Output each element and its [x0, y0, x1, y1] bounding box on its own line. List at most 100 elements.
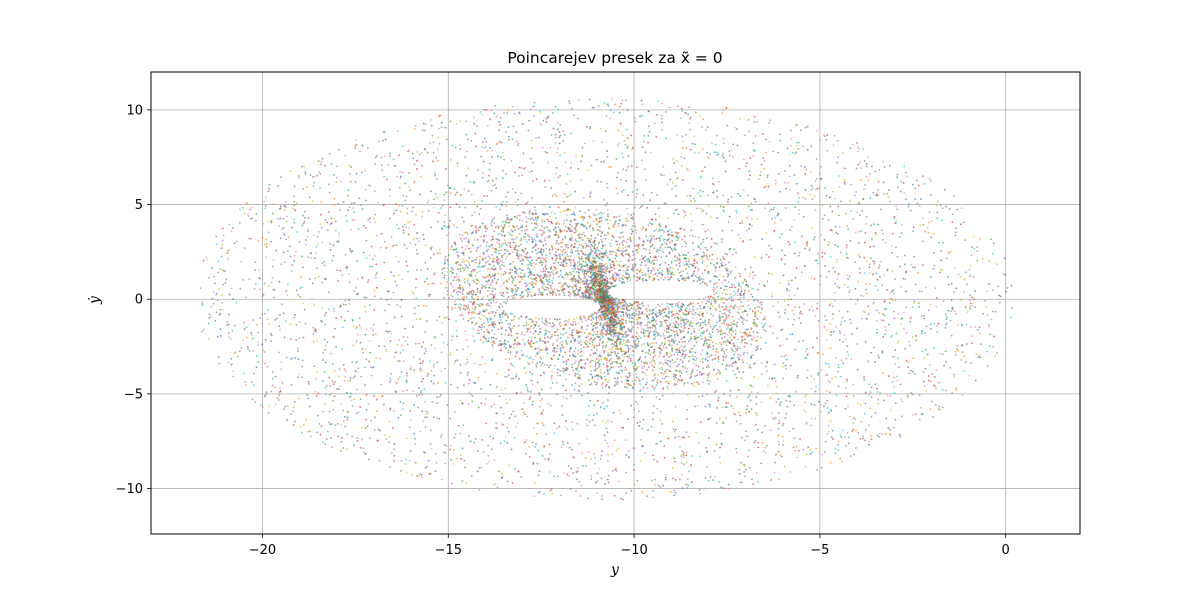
scatter-point: [604, 275, 607, 278]
scatter-point: [717, 360, 720, 363]
scatter-point: [509, 312, 512, 315]
scatter-point: [277, 218, 280, 220]
scatter-point: [483, 137, 486, 140]
scatter-point: [685, 147, 688, 150]
scatter-point: [647, 135, 650, 137]
scatter-point: [734, 276, 736, 279]
scatter-point: [874, 284, 877, 287]
scatter-point: [491, 344, 494, 346]
scatter-point: [965, 283, 968, 286]
scatter-point: [450, 275, 453, 278]
scatter-point: [418, 193, 421, 196]
scatter-point: [873, 245, 876, 248]
scatter-point: [748, 275, 751, 277]
scatter-point: [566, 368, 569, 371]
scatter-point: [622, 264, 625, 267]
scatter-point: [840, 321, 843, 323]
scatter-point: [495, 205, 498, 208]
scatter-point: [301, 214, 304, 217]
scatter-point: [350, 250, 352, 253]
scatter-point: [251, 398, 254, 401]
scatter-point: [547, 229, 550, 232]
scatter-point: [425, 123, 427, 126]
scatter-point: [222, 234, 225, 237]
scatter-point: [645, 248, 648, 251]
scatter-point: [523, 334, 526, 336]
scatter-point: [523, 402, 526, 404]
scatter-point: [757, 481, 759, 483]
scatter-point: [518, 378, 521, 380]
scatter-point: [586, 335, 589, 338]
scatter-point: [282, 408, 285, 411]
scatter-point: [475, 322, 478, 324]
scatter-point: [255, 366, 258, 369]
scatter-point: [717, 397, 720, 400]
scatter-point: [537, 491, 540, 494]
scatter-point: [659, 486, 662, 488]
scatter-point: [474, 306, 477, 308]
scatter-point: [425, 305, 428, 308]
scatter-point: [685, 451, 688, 454]
scatter-point: [439, 252, 441, 255]
scatter-point: [475, 145, 478, 148]
scatter-point: [719, 461, 722, 464]
scatter-point: [722, 255, 725, 258]
scatter-point: [483, 108, 486, 111]
scatter-point: [415, 278, 418, 281]
scatter-point: [691, 312, 693, 315]
scatter-point: [532, 327, 535, 329]
scatter-point: [595, 333, 597, 336]
scatter-point: [313, 257, 316, 259]
scatter-point: [404, 340, 407, 343]
scatter-point: [664, 478, 667, 481]
scatter-point: [649, 255, 652, 258]
scatter-point: [207, 276, 210, 279]
scatter-point: [289, 255, 292, 258]
scatter-point: [572, 321, 575, 323]
scatter-point: [399, 306, 402, 308]
scatter-point: [484, 257, 487, 259]
scatter-point: [251, 337, 254, 340]
scatter-point: [607, 445, 610, 448]
scatter-point: [665, 352, 668, 354]
scatter-point: [328, 376, 331, 379]
scatter-point: [680, 462, 683, 465]
scatter-point: [570, 107, 573, 110]
scatter-point: [588, 297, 591, 300]
scatter-point: [498, 244, 501, 247]
scatter-point: [707, 479, 710, 482]
scatter-point: [201, 304, 204, 306]
scatter-point: [593, 381, 596, 383]
scatter-point: [625, 330, 628, 333]
scatter-point: [1009, 316, 1012, 319]
scatter-point: [567, 209, 570, 211]
scatter-point: [509, 246, 512, 249]
scatter-point: [588, 260, 591, 263]
scatter-point: [856, 211, 859, 214]
scatter-point: [247, 213, 249, 215]
scatter-point: [770, 272, 773, 275]
scatter-point: [358, 324, 361, 327]
scatter-point: [541, 362, 544, 365]
scatter-point: [671, 267, 674, 270]
scatter-point: [900, 180, 903, 183]
scatter-point: [712, 358, 715, 360]
scatter-point: [676, 239, 679, 242]
scatter-point: [500, 285, 502, 288]
scatter-point: [490, 239, 493, 242]
scatter-point: [292, 424, 295, 426]
scatter-point: [731, 365, 734, 368]
scatter-point: [812, 186, 814, 189]
scatter-point: [726, 268, 729, 270]
scatter-point: [594, 456, 597, 459]
scatter-point: [764, 315, 766, 318]
scatter-point: [400, 459, 403, 462]
scatter-point: [463, 459, 466, 462]
scatter-point: [338, 232, 340, 235]
scatter-point: [650, 479, 653, 482]
scatter-point: [612, 263, 615, 266]
scatter-point: [683, 382, 686, 385]
scatter-point: [355, 340, 358, 343]
scatter-point: [577, 252, 579, 255]
scatter-point: [614, 377, 616, 380]
